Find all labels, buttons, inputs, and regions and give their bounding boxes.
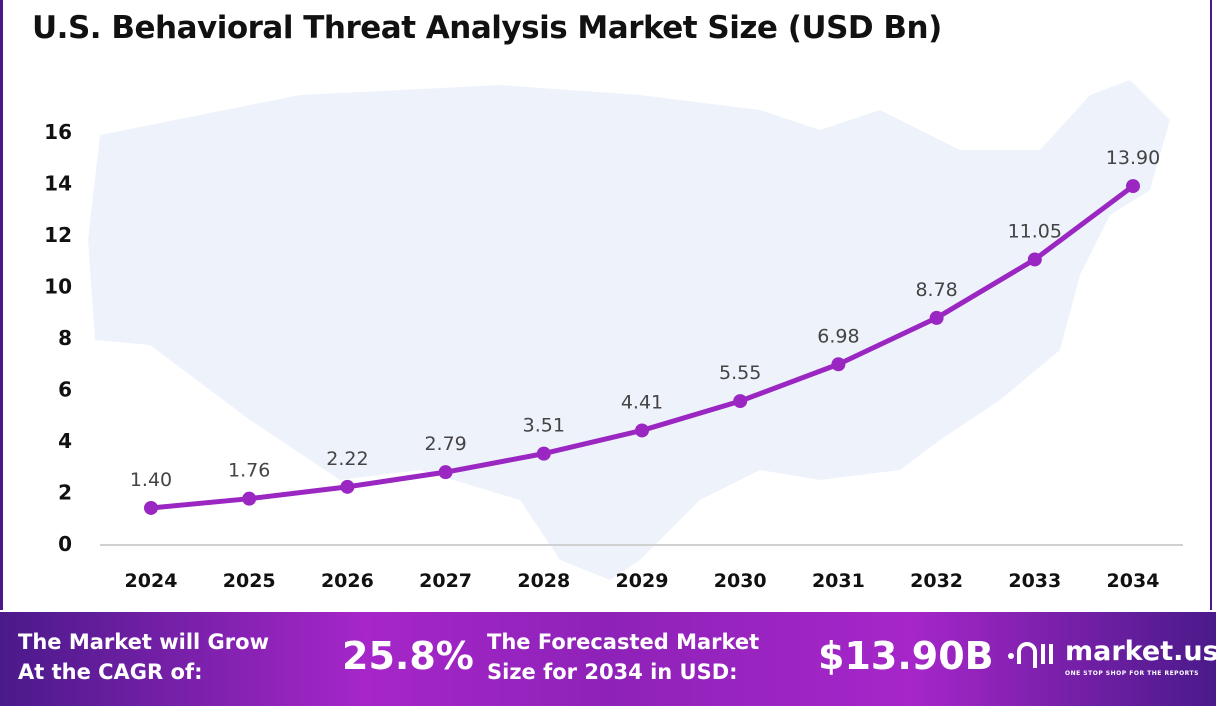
y-tick-label: 10 xyxy=(44,275,72,299)
data-point xyxy=(635,423,649,438)
y-tick-label: 4 xyxy=(58,429,72,453)
x-tick-label: 2032 xyxy=(910,570,963,592)
data-label: 2.22 xyxy=(326,448,368,470)
x-tick-label: 2027 xyxy=(419,570,472,592)
y-tick-label: 12 xyxy=(44,223,72,247)
forecast-label: The Forecasted Market Size for 2034 in U… xyxy=(487,627,759,687)
data-label: 1.40 xyxy=(130,469,172,491)
us-map-background xyxy=(88,80,1170,580)
cagr-label-line2: At the CAGR of: xyxy=(18,660,203,684)
y-tick-label: 14 xyxy=(44,172,72,196)
market-us-logo: market.us ONE STOP SHOP FOR THE REPORTS xyxy=(1005,634,1216,678)
data-point xyxy=(438,465,453,480)
data-label: 2.79 xyxy=(424,433,466,455)
data-label: 8.78 xyxy=(915,279,957,301)
x-tick-label: 2031 xyxy=(812,570,865,592)
forecast-label-line1: The Forecasted Market xyxy=(487,630,760,654)
data-point xyxy=(242,491,257,506)
x-tick-label: 2030 xyxy=(714,570,767,592)
data-label: 5.55 xyxy=(719,362,761,384)
forecast-label-line2: Size for 2034 in USD: xyxy=(487,660,738,684)
data-point xyxy=(733,394,748,409)
footer-banner: The Market will Grow At the CAGR of: 25.… xyxy=(0,612,1216,706)
cagr-value: 25.8% xyxy=(342,634,474,678)
forecast-value: $13.90B xyxy=(818,634,994,678)
data-point xyxy=(1126,179,1140,194)
x-tick-label: 2025 xyxy=(223,570,276,592)
x-tick-label: 2026 xyxy=(321,570,374,592)
chart-frame xyxy=(0,0,1212,610)
y-tick-label: 0 xyxy=(58,532,72,556)
chart-title: U.S. Behavioral Threat Analysis Market S… xyxy=(32,10,942,46)
data-point xyxy=(929,310,944,325)
x-tick-label: 2028 xyxy=(517,570,570,592)
cagr-label: The Market will Grow At the CAGR of: xyxy=(18,627,269,687)
data-point xyxy=(144,500,158,515)
data-point xyxy=(831,357,846,372)
data-label: 1.76 xyxy=(228,460,270,482)
data-label: 4.41 xyxy=(621,391,663,413)
line-chart: 0 2 4 6 8 10 12 14 16 2024 2025 2026 2027 2028 2029 20… xyxy=(44,80,1183,592)
logo-name: market.us xyxy=(1065,636,1216,667)
data-point xyxy=(340,479,355,494)
data-label: 6.98 xyxy=(817,325,859,347)
y-tick-label: 8 xyxy=(58,326,72,350)
x-tick-label: 2024 xyxy=(125,570,178,592)
logo-mark-icon xyxy=(1008,642,1053,668)
data-label: 11.05 xyxy=(1008,220,1062,242)
cagr-label-line1: The Market will Grow xyxy=(18,630,269,654)
x-tick-label: 2034 xyxy=(1107,570,1160,592)
data-point xyxy=(536,446,551,461)
y-tick-label: 2 xyxy=(58,481,72,505)
x-tick-label: 2029 xyxy=(616,570,669,592)
x-tick-label: 2033 xyxy=(1008,570,1061,592)
y-tick-label: 16 xyxy=(44,120,72,144)
y-tick-label: 6 xyxy=(58,378,72,402)
data-label: 3.51 xyxy=(523,415,565,437)
logo-tagline: ONE STOP SHOP FOR THE REPORTS xyxy=(1065,670,1199,677)
data-label: 13.90 xyxy=(1106,147,1160,169)
data-point xyxy=(1027,252,1042,267)
